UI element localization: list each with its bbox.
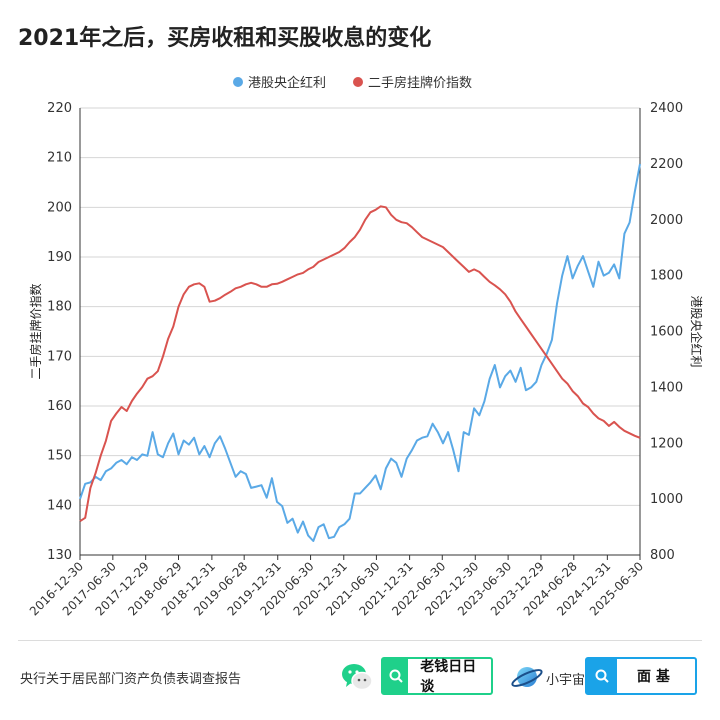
- right-tick-label: 2200: [650, 157, 683, 172]
- planet-icon: [511, 667, 543, 687]
- mianji-search-box[interactable]: 面 基: [585, 657, 697, 695]
- chart-axes: 130 140 150 160 170 180 190 200 210 220 800 1000 120…: [27, 101, 704, 618]
- search-icon: [383, 659, 409, 693]
- right-tick-label: 1800: [650, 269, 683, 284]
- right-axis-title: 港股央企红利: [689, 295, 704, 367]
- left-tick-label: 210: [47, 151, 72, 166]
- chart-lines: [79, 163, 641, 542]
- series-line-2: [79, 205, 641, 523]
- right-tick-label: 1000: [650, 492, 683, 507]
- source-note: 央行关于居民部门资产负债表调查报告: [20, 672, 242, 687]
- left-tick-label: 220: [47, 101, 72, 116]
- chart-legend: 港股央企红利 二手房挂牌价指数: [233, 75, 472, 91]
- wechat-icon: [342, 664, 373, 691]
- search-icon: [587, 659, 617, 693]
- chart-title: 2021年之后，买房收租和买股收息的变化: [18, 26, 432, 51]
- right-tick-label: 1200: [650, 436, 683, 451]
- xiaoyuzhou-label: 小宇宙: [546, 673, 586, 688]
- legend-label: 港股央企红利: [248, 75, 326, 91]
- wechat-search-box[interactable]: 老钱日日谈: [381, 657, 493, 695]
- wechat-account-label: 老钱日日谈: [420, 659, 477, 695]
- line-chart: 港股央企红利 二手房挂牌价指数 1301401501601701801902002…: [27, 75, 704, 618]
- right-tick-label: 1400: [650, 380, 683, 395]
- right-tick-label: 1600: [650, 325, 683, 340]
- mianji-label: 面 基: [637, 669, 670, 685]
- footer-divider: [18, 640, 702, 641]
- left-tick-label: 150: [47, 449, 72, 464]
- left-tick-label: 170: [47, 349, 72, 364]
- right-tick-label: 800: [650, 548, 675, 563]
- left-axis-title: 二手房挂牌价指数: [28, 283, 43, 379]
- legend-marker: [233, 77, 243, 87]
- left-tick-label: 190: [47, 250, 72, 265]
- left-tick-label: 160: [47, 399, 72, 414]
- left-tick-label: 180: [47, 300, 72, 315]
- chart-grid: [80, 107, 640, 556]
- left-tick-label: 140: [47, 498, 72, 513]
- left-tick-label: 200: [47, 200, 72, 215]
- series-line-1: [79, 163, 641, 542]
- left-tick-label: 130: [47, 548, 72, 563]
- right-tick-label: 2000: [650, 213, 683, 228]
- right-tick-label: 2400: [650, 101, 683, 116]
- legend-marker: [353, 77, 363, 87]
- legend-label: 二手房挂牌价指数: [368, 75, 472, 91]
